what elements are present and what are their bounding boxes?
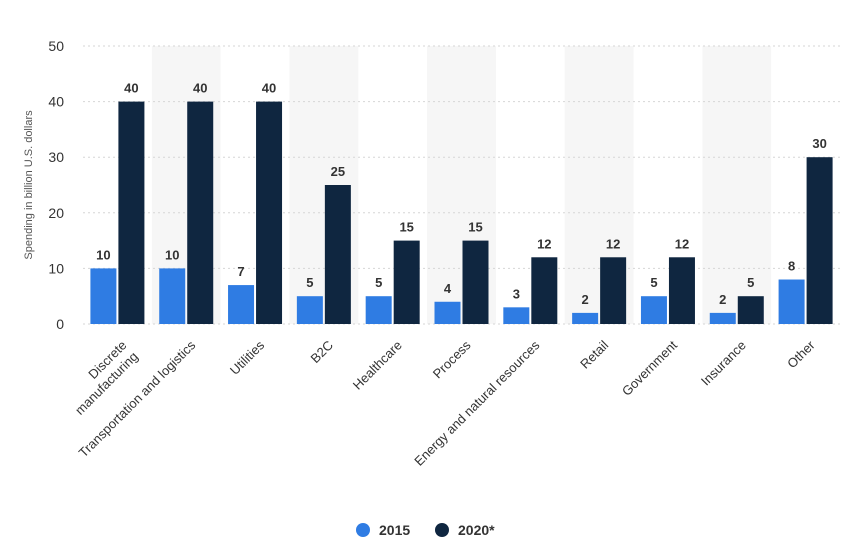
bar[interactable]: [640, 296, 667, 324]
data-label: 5: [650, 275, 657, 290]
data-label: 15: [399, 220, 413, 235]
y-axis-title: Spending in billion U.S. dollars: [23, 110, 35, 260]
bar[interactable]: [600, 257, 627, 324]
bar[interactable]: [228, 285, 255, 324]
x-category-label: Healthcare: [350, 338, 405, 393]
bar[interactable]: [709, 312, 736, 324]
legend-item-2020[interactable]: 2020*: [435, 522, 495, 538]
column-band: [702, 46, 772, 324]
x-category-label: Retail: [577, 337, 611, 371]
legend-label-2020: 2020*: [458, 522, 495, 538]
bar[interactable]: [778, 279, 805, 324]
data-label: 40: [193, 81, 207, 96]
bar[interactable]: [187, 101, 214, 324]
data-label: 15: [468, 220, 482, 235]
data-label: 10: [165, 247, 179, 262]
bar[interactable]: [365, 296, 392, 324]
legend-label-2015: 2015: [379, 522, 410, 538]
x-category-label: B2C: [307, 338, 335, 366]
bar[interactable]: [806, 157, 833, 324]
bar[interactable]: [324, 185, 351, 324]
y-axis-ticks: 0 10 20 30 40 50: [48, 38, 64, 332]
x-category-label: Other: [784, 337, 818, 371]
bar[interactable]: [503, 307, 530, 324]
bar[interactable]: [256, 101, 283, 324]
x-category-label: Process: [430, 337, 474, 381]
bar[interactable]: [737, 296, 764, 324]
data-label: 25: [331, 164, 345, 179]
bar[interactable]: [531, 257, 558, 324]
bar[interactable]: [159, 268, 186, 324]
data-label: 5: [747, 275, 754, 290]
data-label: 10: [96, 247, 110, 262]
bars: [90, 101, 833, 324]
data-label: 12: [675, 236, 689, 251]
data-label: 12: [537, 236, 551, 251]
data-label: 4: [444, 281, 452, 296]
y-tick-label: 40: [48, 94, 64, 110]
data-label: 12: [606, 236, 620, 251]
bar[interactable]: [434, 301, 461, 324]
legend-item-2015[interactable]: 2015: [356, 522, 410, 538]
data-label: 5: [375, 275, 382, 290]
bar[interactable]: [296, 296, 323, 324]
x-category-label: Government: [619, 337, 680, 398]
data-label: 40: [262, 81, 276, 96]
data-label: 2: [719, 292, 726, 307]
data-label: 40: [124, 81, 138, 96]
legend-swatch-2015: [356, 523, 370, 537]
y-tick-label: 50: [48, 38, 64, 54]
data-label: 7: [237, 264, 244, 279]
bar[interactable]: [393, 240, 420, 324]
y-tick-label: 10: [48, 260, 64, 276]
data-label: 8: [788, 259, 795, 274]
bar[interactable]: [668, 257, 695, 324]
data-label: 5: [306, 275, 313, 290]
y-tick-label: 0: [56, 316, 64, 332]
x-category-label: Energy and natural resources: [411, 337, 543, 469]
data-label: 30: [812, 136, 826, 151]
bar[interactable]: [90, 268, 117, 324]
bar[interactable]: [572, 312, 599, 324]
x-category-label: Utilities: [227, 337, 268, 378]
bar[interactable]: [462, 240, 489, 324]
legend: 2015 2020*: [356, 522, 495, 538]
data-label: 3: [513, 286, 520, 301]
bar[interactable]: [118, 101, 145, 324]
data-label: 2: [582, 292, 589, 307]
legend-swatch-2020: [435, 523, 449, 537]
y-tick-label: 30: [48, 149, 64, 165]
y-tick-label: 20: [48, 205, 64, 221]
x-category-label: Insurance: [698, 338, 749, 389]
